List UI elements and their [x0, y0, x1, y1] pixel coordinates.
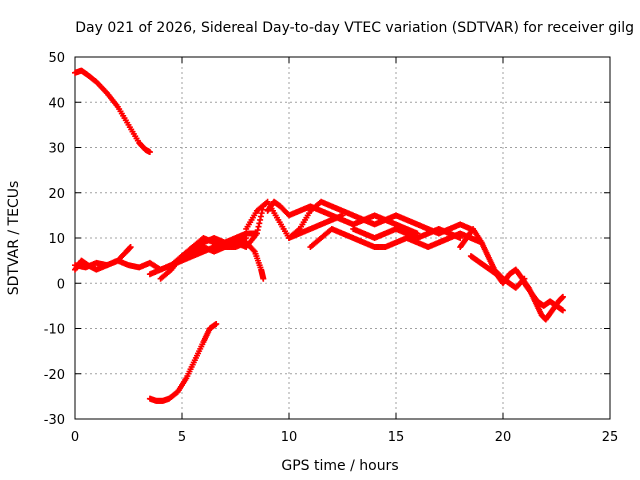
- data-point: [258, 210, 265, 217]
- chart-title: Day 021 of 2026, Sidereal Day-to-day VTE…: [75, 20, 634, 36]
- series-arc-15: [521, 280, 566, 314]
- x-tick-label: 15: [388, 430, 405, 445]
- y-axis-label: SDTVAR / TECUs: [6, 181, 22, 296]
- y-axis-ticks: -30 -20 -10 0 10 20 30 40 50: [44, 51, 610, 428]
- series-arc-1: [72, 67, 153, 156]
- y-tick-label: 20: [48, 187, 65, 202]
- data-point: [257, 216, 264, 223]
- y-tick-label: -20: [44, 368, 65, 383]
- y-tick-label: 10: [48, 232, 65, 247]
- y-tick-label: 40: [48, 96, 65, 111]
- y-tick-label: 30: [48, 142, 65, 157]
- y-tick-label: 50: [48, 51, 65, 66]
- data-point: [457, 235, 464, 241]
- x-axis-label: GPS time / hours: [281, 458, 398, 474]
- series-arc-8: [243, 198, 346, 241]
- data-point: [250, 247, 257, 254]
- data-point: [253, 230, 260, 237]
- x-tick-label: 25: [602, 430, 619, 445]
- x-tick-label: 5: [178, 430, 186, 445]
- data-point: [127, 244, 134, 251]
- data-point: [254, 227, 261, 234]
- data-point: [146, 149, 153, 156]
- series-arc-12: [350, 225, 464, 241]
- data-point: [255, 223, 262, 230]
- grid-lines: [75, 57, 610, 419]
- data-point: [559, 293, 566, 300]
- y-tick-label: -10: [44, 323, 65, 338]
- x-tick-label: 20: [495, 430, 512, 445]
- data-point: [256, 220, 263, 227]
- data-point: [213, 320, 220, 327]
- x-tick-label: 0: [71, 430, 79, 445]
- data-point: [559, 307, 566, 314]
- y-tick-label: 0: [57, 277, 65, 292]
- x-tick-label: 10: [281, 430, 298, 445]
- series-arc-7: [179, 239, 267, 282]
- series-arc-2: [146, 320, 220, 404]
- data-point: [260, 275, 267, 282]
- y-tick-label: -30: [44, 413, 65, 428]
- x-axis-ticks: 0 5 10 15 20 25: [71, 57, 618, 445]
- data-point: [257, 213, 264, 220]
- series-arc-13: [457, 225, 528, 291]
- data-markers: [72, 67, 566, 404]
